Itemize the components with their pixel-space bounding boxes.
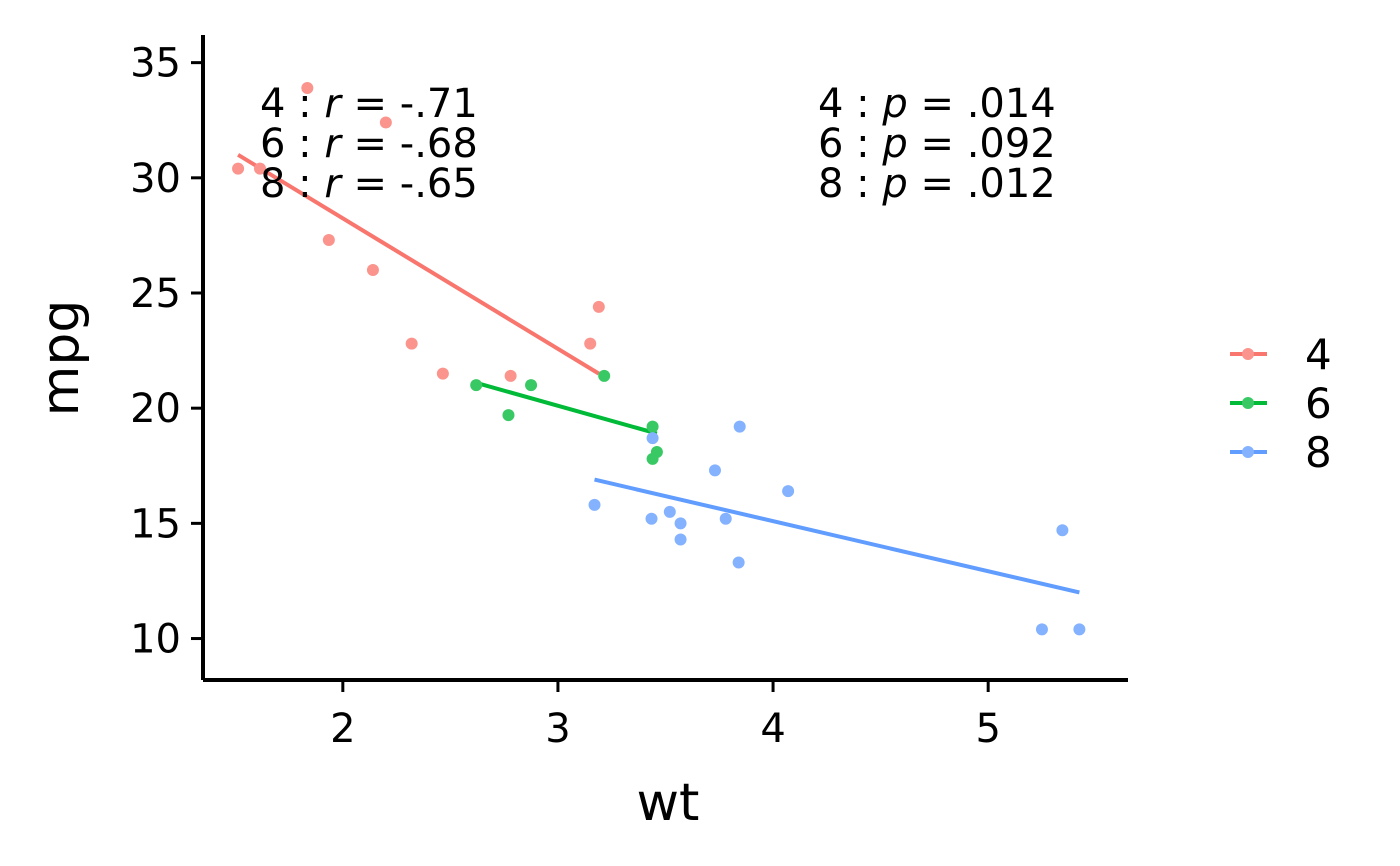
y-tick-label: 35: [130, 41, 181, 87]
annotation-p-6: 6 : p = .092: [818, 121, 1056, 167]
point-4: [232, 162, 245, 175]
point-8: [1073, 623, 1086, 636]
x-tick-label: 5: [975, 706, 1000, 752]
point-8: [646, 432, 659, 445]
legend-label-8: 8: [1305, 428, 1332, 477]
legend-key-point-6: [1242, 397, 1254, 409]
point-4: [254, 162, 267, 175]
x-axis-title: wt: [637, 773, 700, 833]
point-6: [470, 379, 483, 392]
y-tick-label: 20: [130, 386, 181, 432]
point-4: [379, 116, 392, 129]
point-8: [674, 533, 687, 546]
annotation-p-4: 4 : p = .014: [818, 81, 1056, 127]
point-4: [301, 81, 314, 94]
point-8: [1056, 524, 1069, 537]
point-8: [708, 464, 721, 477]
point-4: [584, 337, 597, 350]
annotation-r-8: 8 : r = -.65: [260, 161, 478, 207]
point-4: [366, 263, 379, 276]
y-tick-label: 30: [130, 156, 181, 202]
point-6: [646, 452, 659, 465]
point-4: [322, 234, 335, 247]
data-points: [232, 81, 1086, 636]
annotations: 4 : r = -.716 : r = -.688 : r = -.65 4 : …: [260, 81, 1056, 207]
x-tick-label: 2: [330, 706, 355, 752]
point-8: [732, 556, 745, 569]
point-8: [674, 517, 687, 530]
fit-lines: [237, 153, 1080, 595]
annotation-r-4: 4 : r = -.71: [260, 81, 478, 127]
fit-line-4: [237, 153, 600, 376]
legend-key-point-4: [1242, 348, 1254, 360]
point-6: [525, 379, 538, 392]
annotation-r-6: 6 : r = -.68: [260, 121, 478, 167]
legend-label-6: 6: [1305, 379, 1332, 428]
point-8: [782, 485, 795, 498]
x-tick-label: 4: [760, 706, 785, 752]
point-4: [436, 367, 449, 380]
point-6: [646, 420, 659, 433]
legend-label-4: 4: [1305, 330, 1332, 379]
y-axis-title: mpg: [31, 300, 91, 417]
point-8: [588, 498, 601, 511]
point-6: [598, 369, 611, 382]
point-8: [1035, 623, 1048, 636]
y-tick-label: 15: [130, 501, 181, 547]
annotation-p-8: 8 : p = .012: [818, 161, 1056, 207]
y-tick-label: 10: [130, 617, 181, 663]
point-8: [719, 512, 732, 525]
point-8: [663, 505, 676, 518]
x-tick-label: 3: [545, 706, 570, 752]
point-8: [645, 512, 658, 525]
point-4: [405, 337, 418, 350]
point-8: [733, 420, 746, 433]
point-4: [592, 300, 605, 313]
legend-key-point-8: [1242, 446, 1254, 458]
fit-line-8: [594, 477, 1080, 595]
y-tick-label: 25: [130, 271, 181, 317]
fit-line-6: [475, 380, 658, 436]
point-6: [502, 409, 515, 422]
axes: 2 3 4 5 10 15 20 25 30 35: [130, 35, 1128, 752]
point-4: [504, 369, 517, 382]
legend: 468: [1230, 330, 1332, 477]
